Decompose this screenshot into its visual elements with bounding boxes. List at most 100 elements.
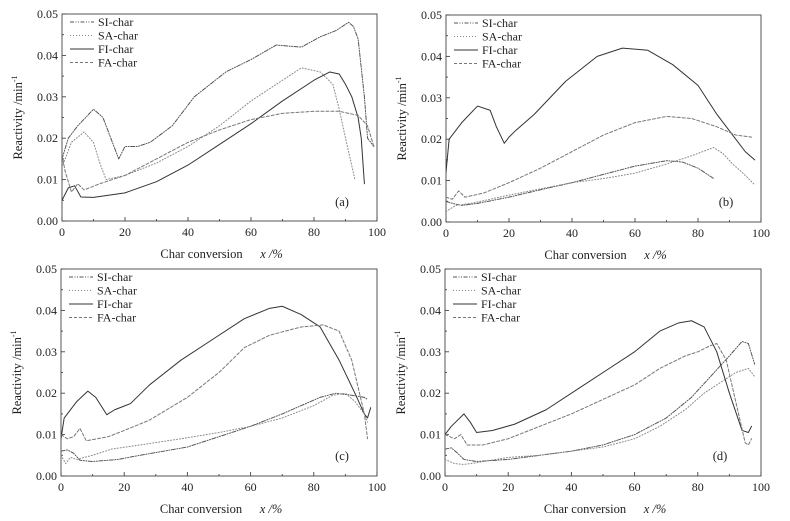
series-line-sa-char xyxy=(61,392,369,465)
y-tick-label: 0.00 xyxy=(36,469,57,483)
legend-label: SA-char xyxy=(481,284,521,298)
series-line-sa-char xyxy=(446,146,756,213)
panel-c: 0 20 40 60 80 100 0.00 0.01 0.02 0.03 0.04 0.05 Char… xyxy=(9,262,386,516)
x-tick-label: 80 xyxy=(692,226,704,240)
series-line-si-char xyxy=(62,21,375,160)
legend-label: FI-char xyxy=(481,297,516,311)
x-axis-variable: x /% xyxy=(643,502,667,516)
y-tick-label: 0.03 xyxy=(421,91,442,105)
y-tick-label: 0.03 xyxy=(420,345,441,359)
x-tick-label: 40 xyxy=(566,226,578,240)
legend-label: FA-char xyxy=(482,57,521,71)
y-tick-label: 0.03 xyxy=(37,90,58,104)
x-tick-label: 60 xyxy=(245,225,257,239)
y-axis-title: Reactivity /min-1 xyxy=(10,75,25,159)
x-axis-title: Char conversion xyxy=(160,247,243,261)
legend-label: FA-char xyxy=(98,56,137,70)
x-axis-title: Char conversion xyxy=(160,502,243,516)
x-tick-label: 40 xyxy=(182,225,194,239)
x-tick-label: 100 xyxy=(752,226,770,240)
legend-label: FI-char xyxy=(482,43,517,57)
x-tick-label: 100 xyxy=(368,225,386,239)
legend-label: FI-char xyxy=(98,42,133,56)
series-line-sa-char xyxy=(62,67,356,181)
x-tick-label: 80 xyxy=(308,225,320,239)
x-tick-label: 100 xyxy=(368,480,386,494)
series-line-fi-char xyxy=(446,47,756,173)
series-line-fa-char xyxy=(445,343,753,446)
series-line-fi-char xyxy=(61,305,372,440)
y-tick-label: 0.02 xyxy=(36,386,57,400)
x-axis-variable: x /% xyxy=(259,502,283,516)
y-tick-label: 0.02 xyxy=(421,132,442,146)
legend-label: SI-char xyxy=(97,270,132,284)
panel-label: (a) xyxy=(335,195,349,209)
x-tick-label: 20 xyxy=(119,225,131,239)
x-tick-label: 80 xyxy=(692,480,704,494)
x-tick-label: 40 xyxy=(181,480,193,494)
y-axis-title-superscript: -1 xyxy=(393,330,402,337)
x-axis-title: Char conversion xyxy=(544,502,627,516)
x-tick-label: 100 xyxy=(752,480,770,494)
y-tick-label: 0.00 xyxy=(37,214,58,228)
y-tick-label: 0.05 xyxy=(37,7,58,21)
legend-label: FA-char xyxy=(481,311,520,325)
y-tick-label: 0.00 xyxy=(420,469,441,483)
x-tick-label: 20 xyxy=(118,480,130,494)
x-tick-label: 40 xyxy=(565,480,577,494)
x-tick-label: 80 xyxy=(308,480,320,494)
x-tick-label: 60 xyxy=(629,226,641,240)
series-line-fa-char xyxy=(62,110,375,193)
x-tick-label: 0 xyxy=(58,480,64,494)
panel-d: 0 20 40 60 80 100 0.00 0.01 0.02 0.03 0.04 0.05 Char… xyxy=(393,262,770,516)
x-axis-variable: x /% xyxy=(259,247,283,261)
y-tick-label: 0.01 xyxy=(421,174,442,188)
x-axis-variable: x /% xyxy=(643,248,667,262)
y-tick-label: 0.03 xyxy=(36,345,57,359)
y-axis-title-superscript: -1 xyxy=(394,76,403,83)
y-axis-title-superscript: -1 xyxy=(9,330,18,337)
panel-label: (d) xyxy=(713,449,728,463)
legend-label: SA-char xyxy=(482,30,522,44)
series-line-fa-char xyxy=(61,324,369,442)
series-line-si-char xyxy=(445,340,756,463)
x-tick-label: 60 xyxy=(629,480,641,494)
series-line-si-char xyxy=(61,392,369,463)
panel-label: (b) xyxy=(719,195,734,209)
y-tick-label: 0.02 xyxy=(37,131,58,145)
series-line-fa-char xyxy=(446,115,753,200)
panel-label: (c) xyxy=(335,449,349,463)
x-tick-label: 60 xyxy=(245,480,257,494)
y-tick-label: 0.05 xyxy=(420,262,441,276)
y-axis-title-superscript: -1 xyxy=(10,75,19,82)
x-axis-title: Char conversion xyxy=(544,248,627,262)
y-axis-title: Reactivity /min-1 xyxy=(393,330,408,414)
y-tick-label: 0.04 xyxy=(36,303,57,317)
panel-a: 0 20 40 60 80 100 0.00 0.01 0.02 0.03 0.04 0.05 Char… xyxy=(10,7,386,261)
y-tick-label: 0.04 xyxy=(420,303,441,317)
y-tick-label: 0.05 xyxy=(36,262,57,276)
series-line-fi-char xyxy=(62,71,365,201)
y-tick-label: 0.01 xyxy=(420,428,441,442)
x-tick-label: 0 xyxy=(442,480,448,494)
legend-label: SI-char xyxy=(481,270,516,284)
y-tick-label: 0.00 xyxy=(421,215,442,229)
panel-b: 0 20 40 60 80 100 0.00 0.01 0.02 0.03 0.04 0.05 Char… xyxy=(394,8,770,262)
y-axis-title: Reactivity /min-1 xyxy=(9,330,24,414)
y-axis-title: Reactivity /min-1 xyxy=(394,76,409,160)
x-tick-label: 20 xyxy=(502,480,514,494)
y-tick-label: 0.05 xyxy=(421,8,442,22)
y-tick-label: 0.04 xyxy=(421,49,442,63)
x-tick-label: 0 xyxy=(443,226,449,240)
legend-label: SI-char xyxy=(98,15,133,29)
legend-label: FA-char xyxy=(97,311,136,325)
y-tick-label: 0.01 xyxy=(36,428,57,442)
x-tick-label: 0 xyxy=(59,225,65,239)
legend-label: FI-char xyxy=(97,297,132,311)
legend-label: SA-char xyxy=(98,29,138,43)
y-tick-label: 0.01 xyxy=(37,173,58,187)
